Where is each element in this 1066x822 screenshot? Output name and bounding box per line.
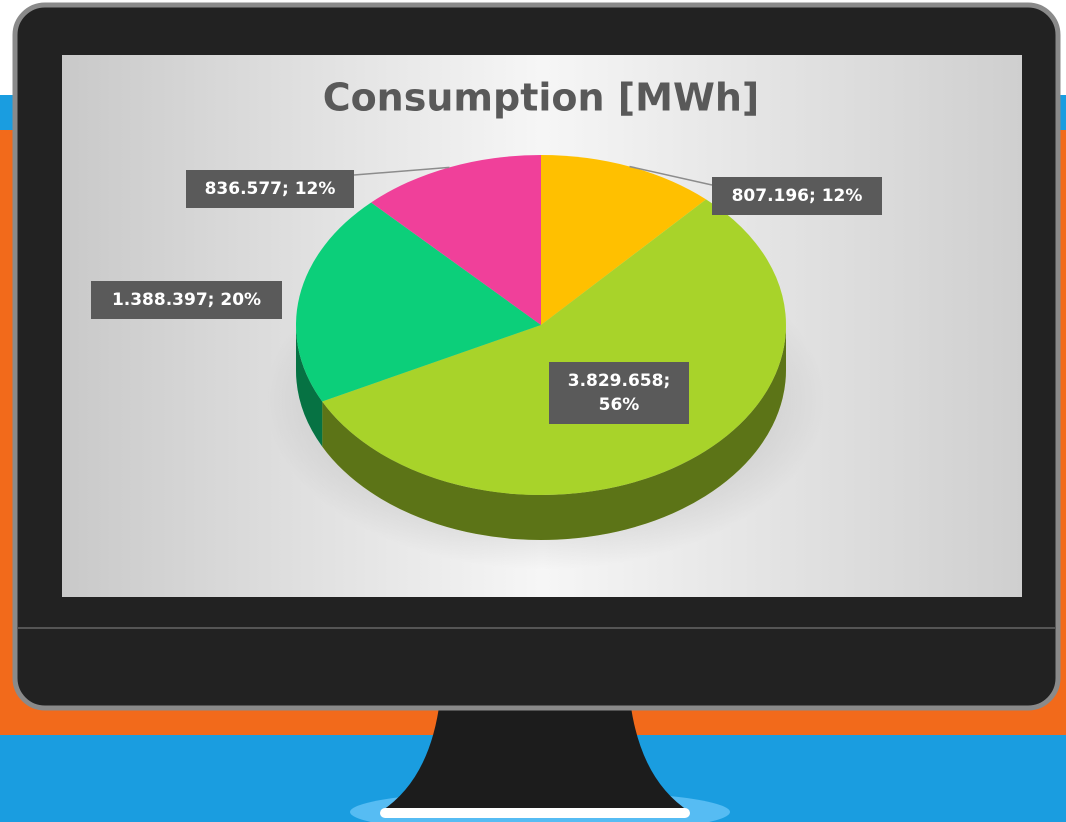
- scene: Consumption [MWh]: [0, 0, 1066, 822]
- data-label: 3.829.658; 56%: [549, 362, 689, 424]
- chart-title: Consumption [MWh]: [323, 76, 760, 120]
- data-label: 836.577; 12%: [186, 170, 354, 208]
- stand-base: [380, 808, 690, 818]
- data-label: 807.196; 12%: [712, 177, 882, 215]
- page: Consumption [MWh] (() => { const data = …: [0, 0, 1066, 822]
- data-label: 1.388.397; 20%: [91, 281, 282, 319]
